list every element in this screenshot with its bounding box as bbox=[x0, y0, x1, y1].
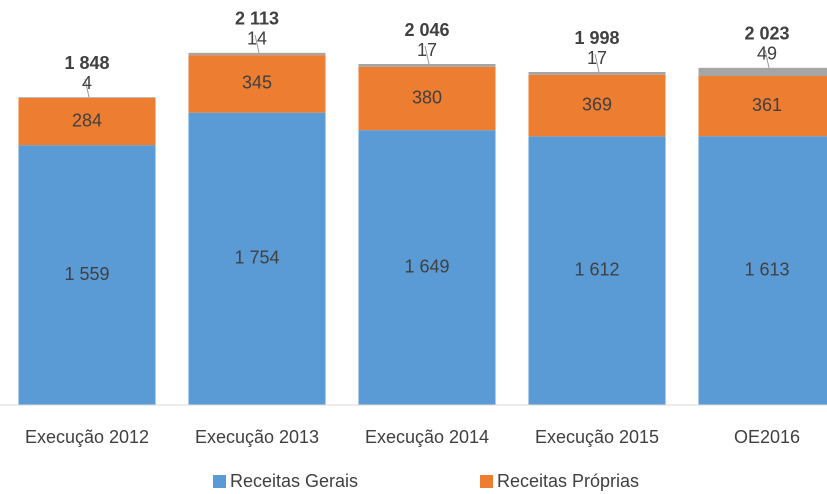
legend-swatch bbox=[480, 475, 493, 488]
bar-segment bbox=[698, 67, 827, 76]
legend-label: Receitas Próprias bbox=[497, 471, 639, 491]
data-label: 1 754 bbox=[234, 248, 279, 268]
total-label: 2 046 bbox=[404, 20, 449, 40]
data-label: 49 bbox=[757, 44, 777, 64]
x-tick-label: Execução 2013 bbox=[195, 427, 319, 447]
bar-segment bbox=[528, 136, 666, 406]
bar-segment bbox=[188, 55, 326, 113]
data-label: 361 bbox=[752, 95, 782, 115]
bar-segment bbox=[698, 76, 827, 137]
data-label: 1 613 bbox=[744, 259, 789, 279]
total-label: 1 998 bbox=[574, 28, 619, 48]
data-label: 1 612 bbox=[574, 259, 619, 279]
data-label: 1 559 bbox=[64, 264, 109, 284]
bar-segment bbox=[358, 66, 496, 131]
bar-segment bbox=[18, 97, 156, 146]
x-tick-label: Execução 2012 bbox=[25, 427, 149, 447]
data-label: 345 bbox=[242, 73, 272, 93]
bar-segment bbox=[18, 145, 156, 405]
x-tick-label: Execução 2014 bbox=[365, 427, 489, 447]
bar-segment bbox=[18, 97, 156, 98]
bar-segment bbox=[698, 136, 827, 405]
data-label: 17 bbox=[587, 48, 607, 68]
bar-segment bbox=[358, 130, 496, 405]
total-label: 2 113 bbox=[235, 9, 279, 29]
leader-line bbox=[594, 53, 600, 73]
data-label: 4 bbox=[82, 73, 92, 93]
leader-line bbox=[254, 34, 260, 53]
bar-segment bbox=[528, 72, 666, 75]
total-label: 1 848 bbox=[64, 53, 109, 73]
bar-segment bbox=[358, 64, 496, 67]
legend-label: Receitas Gerais bbox=[230, 471, 358, 491]
data-label: 284 bbox=[72, 110, 102, 130]
bar-segment bbox=[188, 112, 326, 406]
data-label: 380 bbox=[412, 87, 442, 107]
total-label: 2 023 bbox=[744, 24, 789, 44]
leader-line bbox=[84, 79, 90, 98]
bar-segment bbox=[528, 74, 666, 137]
data-label: 17 bbox=[417, 40, 437, 60]
bar-segment bbox=[188, 52, 326, 56]
leader-line bbox=[764, 49, 770, 68]
data-label: 1 649 bbox=[404, 256, 449, 276]
leader-line bbox=[424, 45, 430, 65]
data-label: 14 bbox=[247, 29, 267, 49]
legend-swatch bbox=[213, 475, 226, 488]
x-tick-label: OE2016 bbox=[734, 427, 800, 447]
x-tick-label: Execução 2015 bbox=[535, 427, 659, 447]
data-label: 369 bbox=[582, 94, 612, 114]
